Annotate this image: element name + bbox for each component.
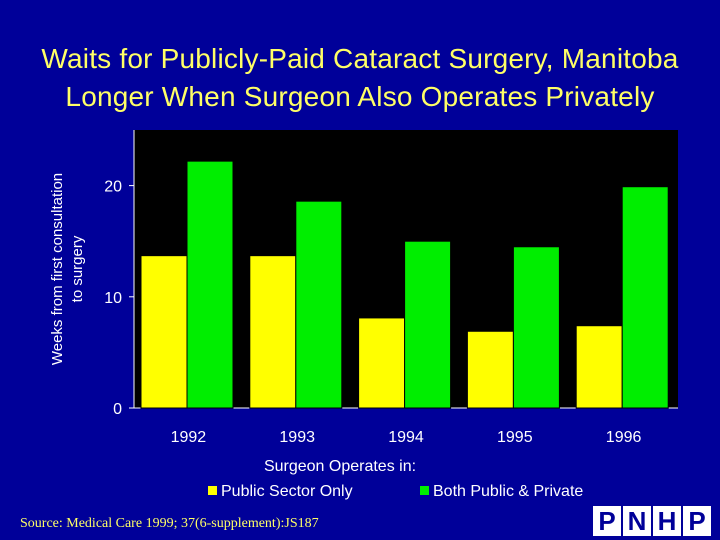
logo-letter: P xyxy=(683,506,711,536)
bar-public-only-1996 xyxy=(575,325,623,409)
y-tick-label: 10 xyxy=(104,290,122,307)
legend-swatch-1 xyxy=(208,486,217,495)
bar-both-1994 xyxy=(404,240,452,409)
bar-public-only-1993 xyxy=(249,255,297,409)
y-axis-label-line: to surgery xyxy=(69,235,86,302)
pnhp-logo: P N H P xyxy=(593,506,711,536)
bar-both-1996 xyxy=(621,186,669,409)
y-tick-label: 0 xyxy=(113,401,122,418)
legend-swatch-2 xyxy=(420,486,429,495)
logo-letter: P xyxy=(593,506,621,536)
x-tick-label: 1995 xyxy=(497,429,533,446)
y-axis-label: Weeks from first consultation to surgery xyxy=(49,173,86,365)
y-tick-label: 20 xyxy=(104,179,122,196)
source-citation: Source: Medical Care 1999; 37(6-suppleme… xyxy=(20,516,319,531)
bar-both-1993 xyxy=(295,200,343,409)
x-tick-label: 1992 xyxy=(171,429,207,446)
title-line-1: Waits for Publicly-Paid Cataract Surgery… xyxy=(41,43,679,74)
x-axis-label: Surgeon Operates in: xyxy=(264,458,416,475)
legend-label-1: Public Sector Only xyxy=(221,483,353,500)
bar-public-only-1995 xyxy=(466,330,514,409)
x-tick-label: 1994 xyxy=(388,429,424,446)
bar-public-only-1994 xyxy=(358,317,406,409)
bar-public-only-1992 xyxy=(140,255,188,409)
chart-title: Waits for Publicly-Paid Cataract Surgery… xyxy=(0,40,720,116)
bar-both-1992 xyxy=(186,160,234,409)
title-line-2: Longer When Surgeon Also Operates Privat… xyxy=(65,81,655,112)
logo-letter: H xyxy=(653,506,681,536)
x-tick-label: 1993 xyxy=(279,429,315,446)
logo-letter: N xyxy=(623,506,651,536)
y-axis-label-line: Weeks from first consultation xyxy=(49,173,66,365)
legend-label-2: Both Public & Private xyxy=(433,483,583,500)
bar-both-1995 xyxy=(512,246,560,409)
x-tick-label: 1996 xyxy=(606,429,642,446)
